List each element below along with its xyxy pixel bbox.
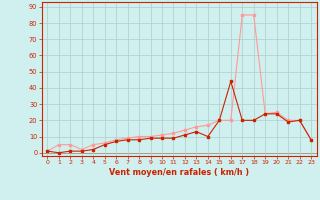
X-axis label: Vent moyen/en rafales ( km/h ): Vent moyen/en rafales ( km/h ) <box>109 168 249 177</box>
